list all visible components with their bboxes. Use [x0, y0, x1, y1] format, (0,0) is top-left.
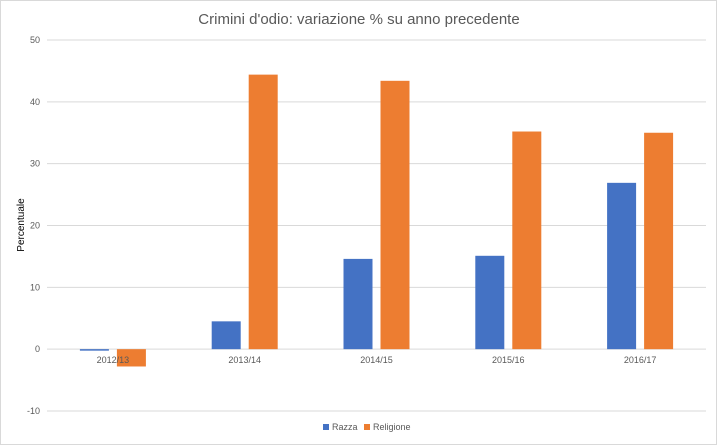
- bar-razza-2014-15: [343, 258, 373, 350]
- x-tick-label: 2012/13: [97, 355, 130, 365]
- bar-religione-2015-16: [512, 131, 542, 350]
- bar-religione-2016-17: [644, 132, 674, 350]
- legend-swatch-religione: [364, 424, 370, 430]
- y-tick-label: 40: [30, 97, 40, 107]
- x-tick-label: 2015/16: [492, 355, 525, 365]
- y-tick-label: 50: [30, 35, 40, 45]
- y-tick-label: 10: [30, 282, 40, 292]
- x-tick-label: 2016/17: [624, 355, 657, 365]
- x-tick-label: 2014/15: [360, 355, 393, 365]
- legend-label-religione: Religione: [373, 422, 411, 432]
- legend-label-razza: Razza: [332, 422, 358, 432]
- bar-religione-2014-15: [380, 80, 410, 350]
- y-tick-label: 30: [30, 159, 40, 169]
- y-axis-label: Percentuale: [16, 198, 27, 252]
- bar-razza-2012-13: [79, 349, 109, 351]
- y-tick-labels: -10 0 10 20 30 40 50: [27, 35, 40, 416]
- legend: Razza Religione: [323, 422, 411, 432]
- y-tick-label: 20: [30, 221, 40, 231]
- bar-razza-2015-16: [475, 255, 505, 350]
- bar-religione-2012-13: [116, 349, 146, 367]
- x-tick-labels: 2012/13 2013/14 2014/15 2015/16 2016/17: [97, 355, 657, 365]
- bar-razza-2013-14: [211, 321, 241, 350]
- legend-swatch-razza: [323, 424, 329, 430]
- y-tick-label: -10: [27, 406, 40, 416]
- x-tick-label: 2013/14: [228, 355, 261, 365]
- chart-title: Crimini d'odio: variazione % su anno pre…: [198, 11, 519, 28]
- y-tick-label: 0: [35, 344, 40, 354]
- bar-razza-2016-17: [607, 182, 637, 350]
- bar-religione-2013-14: [248, 74, 278, 350]
- bars: [79, 74, 674, 367]
- gridlines: [47, 39, 706, 412]
